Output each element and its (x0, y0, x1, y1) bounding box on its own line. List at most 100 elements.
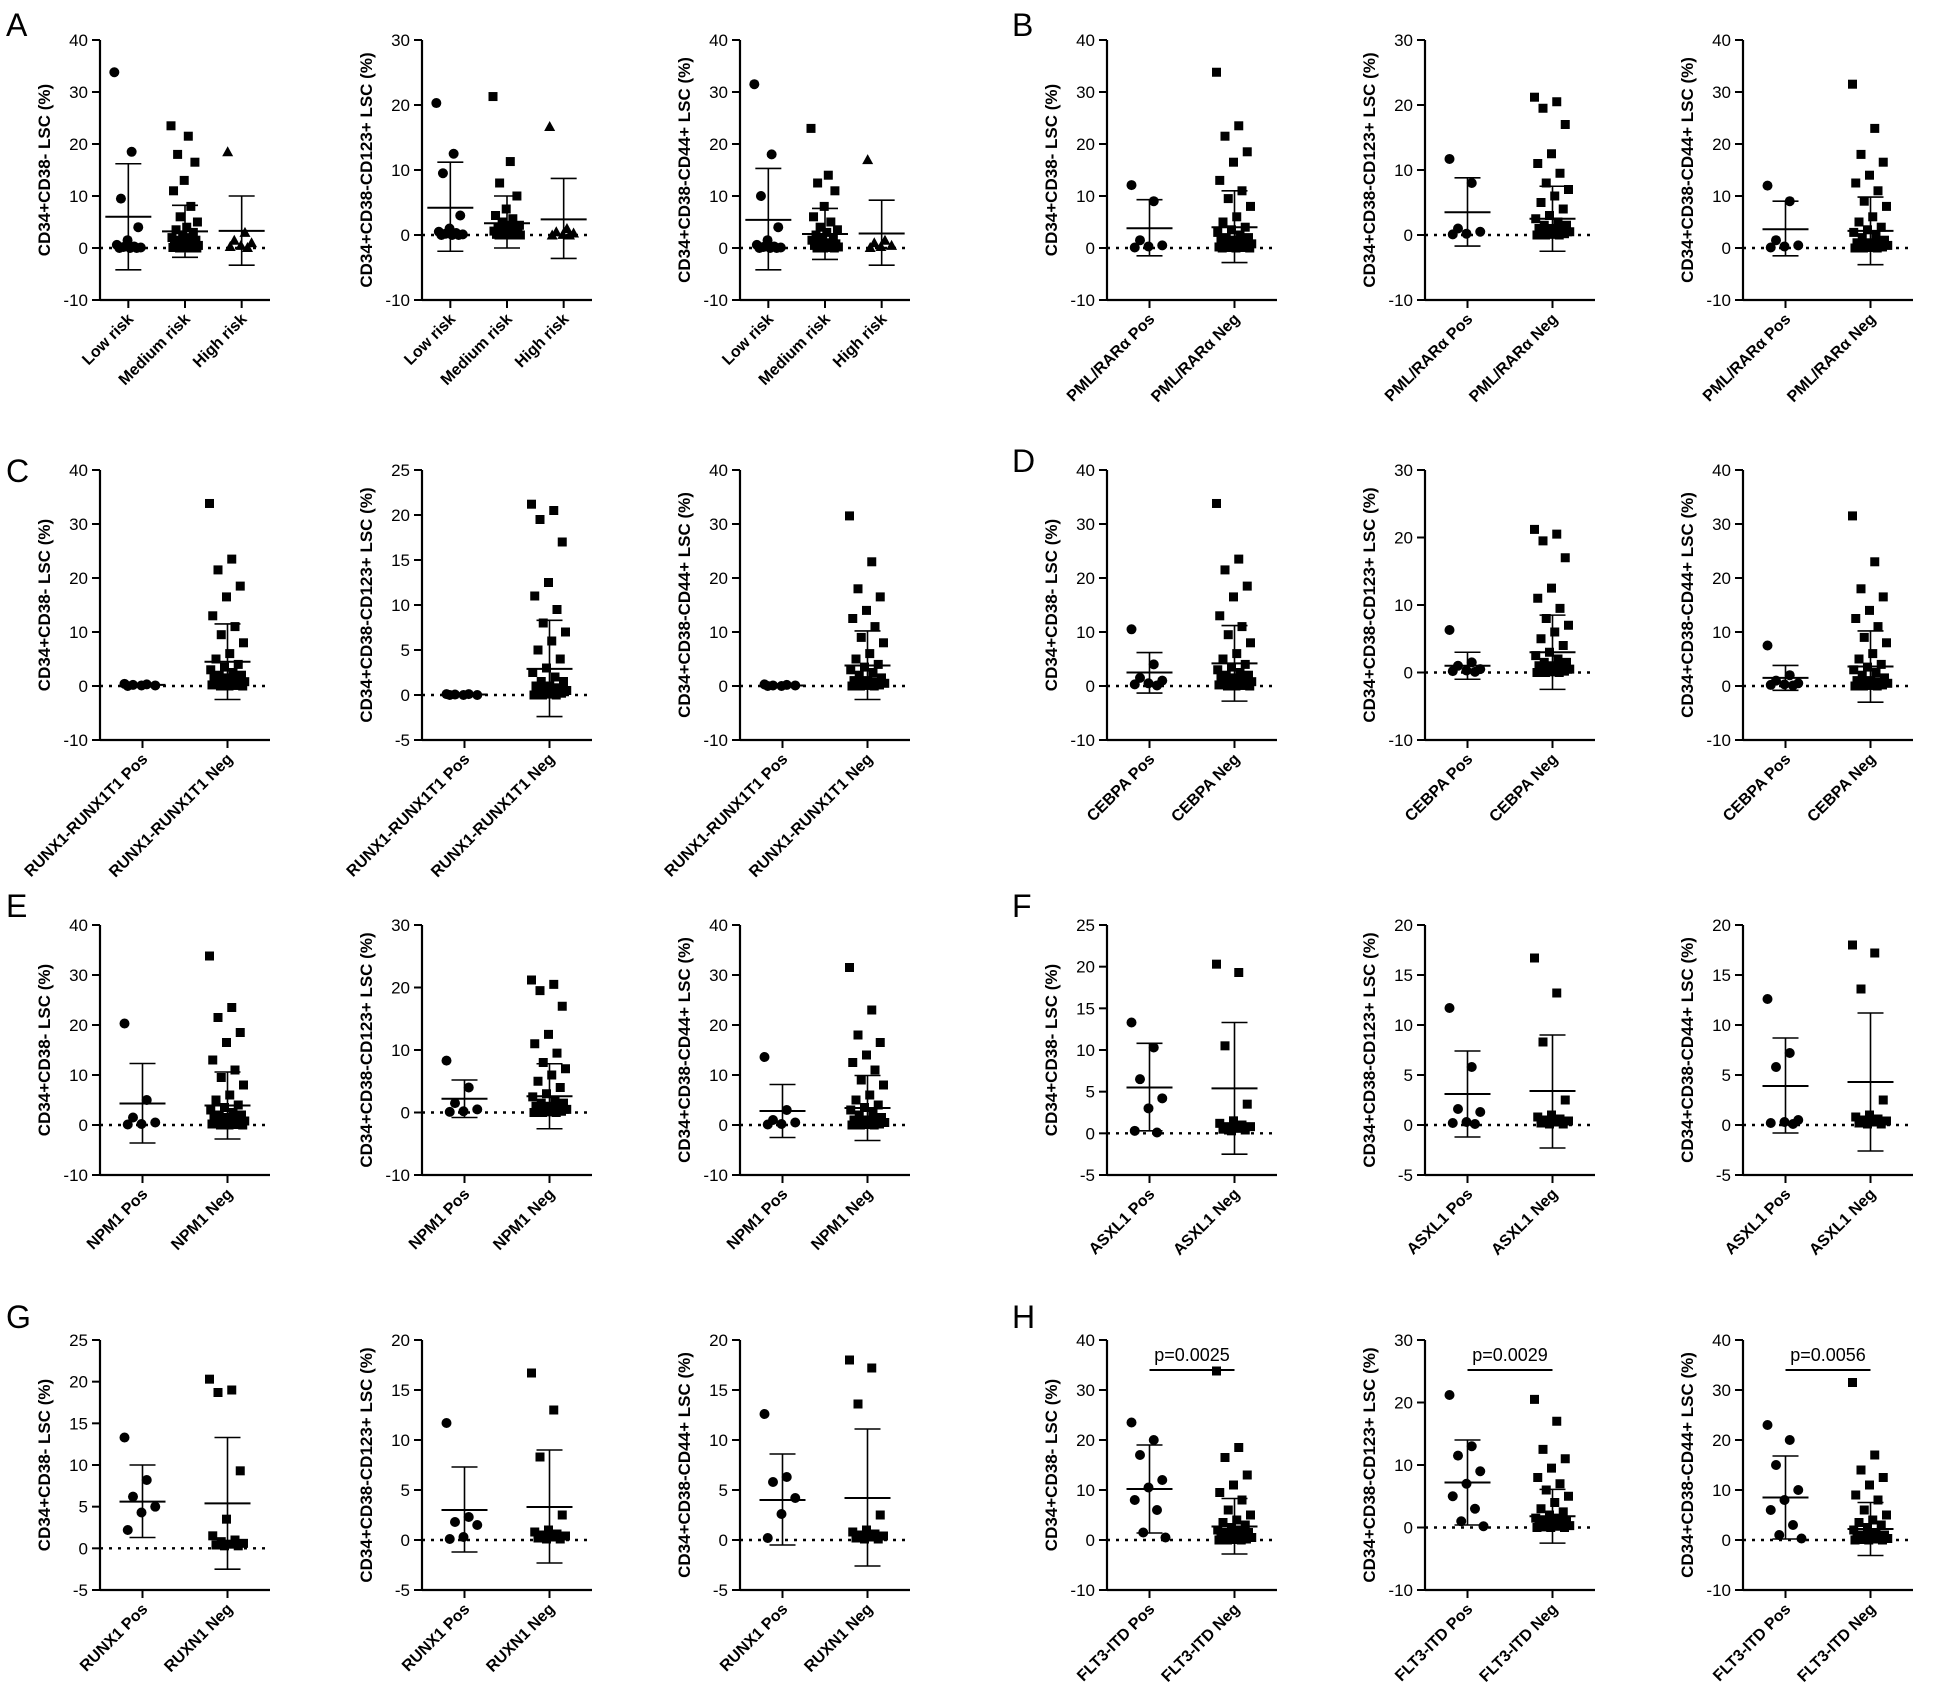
y-axis-title: CD34+CD38- LSC (%) (1042, 84, 1061, 256)
data-point-square (530, 1527, 540, 1537)
data-point-square (1873, 622, 1883, 632)
x-tick-label: NPM1 Neg (168, 1186, 236, 1254)
y-tick-label: -10 (1388, 1581, 1413, 1600)
y-tick-label: 0 (1404, 664, 1413, 683)
data-point-square (168, 242, 178, 252)
y-tick-label: 10 (709, 1431, 728, 1450)
y-tick-label: -10 (1070, 291, 1095, 310)
data-point-square (216, 630, 226, 640)
data-point-square (1883, 240, 1893, 250)
data-point-circle (1784, 1435, 1795, 1445)
y-axis-title: CD34+CD38-CD123+ LSC (%) (357, 932, 376, 1167)
data-point-square (1222, 242, 1232, 252)
data-point-square (1877, 1535, 1887, 1545)
y-tick-label: 10 (1712, 1016, 1731, 1035)
data-point-square (531, 681, 541, 691)
data-point-square (553, 683, 563, 693)
data-point-square (1855, 1535, 1865, 1544)
y-tick-label: 20 (1076, 135, 1095, 154)
data-point-circle (437, 168, 448, 179)
data-point-square (1215, 1488, 1225, 1497)
x-tick-label: Low risk (79, 311, 137, 369)
data-point-square (1218, 1518, 1228, 1527)
data-point-square (1222, 1535, 1232, 1545)
data-point-circle (1793, 240, 1804, 251)
data-point-square (880, 678, 890, 688)
y-tick-label: 0 (79, 1539, 88, 1558)
data-point-square (1221, 233, 1231, 243)
y-tick-label: 30 (1076, 83, 1095, 102)
y-tick-label: 0 (1086, 1531, 1095, 1550)
data-point-square (861, 1120, 871, 1129)
data-point-square (815, 222, 825, 232)
data-point-square (1216, 673, 1226, 683)
data-point-square (1539, 657, 1549, 667)
data-point-square (847, 1120, 857, 1130)
data-point-square (1871, 1528, 1881, 1537)
data-point-square (1550, 1498, 1560, 1507)
data-point-square (1223, 194, 1233, 204)
y-tick-label: 20 (1394, 1394, 1413, 1413)
data-point-square (828, 233, 838, 243)
data-point-square (1872, 681, 1882, 691)
data-point-square (538, 1058, 548, 1067)
data-point-square (1558, 1119, 1568, 1129)
y-tick-label: 40 (1712, 31, 1731, 50)
data-point-square (1879, 235, 1889, 245)
data-point-square (875, 1510, 885, 1520)
data-point-square (868, 668, 878, 677)
data-point-circle (776, 1119, 787, 1129)
y-tick-label: 10 (1712, 623, 1731, 642)
data-point-square (1245, 243, 1255, 253)
data-point-square (865, 1090, 875, 1100)
data-point-triangle (222, 146, 234, 157)
data-point-square (1228, 157, 1238, 167)
y-tick-label: 25 (391, 461, 410, 480)
data-point-square (846, 665, 856, 675)
data-point-square (878, 638, 888, 648)
data-point-square (528, 668, 538, 677)
data-point-square (1552, 97, 1562, 107)
data-point-square (854, 1110, 864, 1120)
data-point-square (1536, 634, 1546, 644)
data-point-square (867, 1363, 877, 1373)
data-point-square (1552, 1416, 1562, 1426)
data-point-square (870, 1065, 880, 1075)
data-point-square (1243, 670, 1253, 680)
data-point-square (868, 1108, 878, 1117)
chart-g-2: -5 0 5 10 15 20 CD34+CD38-CD123+ LSC (%) RUNX1 … (357, 1331, 592, 1676)
data-point-square (206, 1105, 216, 1115)
data-point-square (1240, 1125, 1250, 1135)
data-point-square (221, 1514, 231, 1524)
data-point-square (1222, 681, 1232, 691)
x-tick-label: PML/RARα Pos (1382, 311, 1476, 405)
data-point-square (504, 220, 514, 230)
data-point-square (555, 654, 565, 664)
data-point-square (1226, 1126, 1236, 1136)
data-point-square (213, 1388, 223, 1397)
y-tick-label: 15 (391, 551, 410, 570)
data-point-square (543, 1107, 553, 1117)
data-point-square (1550, 627, 1560, 637)
chart-d-1: -10 0 10 20 30 40 CD34+CD38- LSC (%) CEBPA Pos C… (1042, 461, 1277, 826)
y-tick-label: 30 (391, 916, 410, 935)
data-point-circle (1126, 624, 1137, 635)
data-point-square (541, 1089, 551, 1099)
data-point-circle (1444, 1003, 1455, 1013)
y-tick-label: 10 (1076, 1481, 1095, 1500)
data-point-square (1883, 1534, 1893, 1543)
data-point-square (175, 212, 185, 222)
data-point-triangle (228, 234, 240, 245)
data-point-square (1532, 668, 1542, 677)
y-tick-label: 25 (69, 1331, 88, 1350)
y-tick-label: -10 (1388, 291, 1413, 310)
data-point-triangle (886, 239, 898, 250)
data-point-circle (1770, 235, 1781, 246)
data-point-square (851, 654, 861, 664)
y-tick-label: -5 (1398, 1166, 1413, 1185)
data-point-square (1849, 665, 1859, 675)
data-point-square (547, 1070, 557, 1080)
data-point-circle (1774, 1530, 1785, 1540)
data-point-square (1563, 185, 1573, 194)
data-point-square (1232, 1123, 1242, 1133)
